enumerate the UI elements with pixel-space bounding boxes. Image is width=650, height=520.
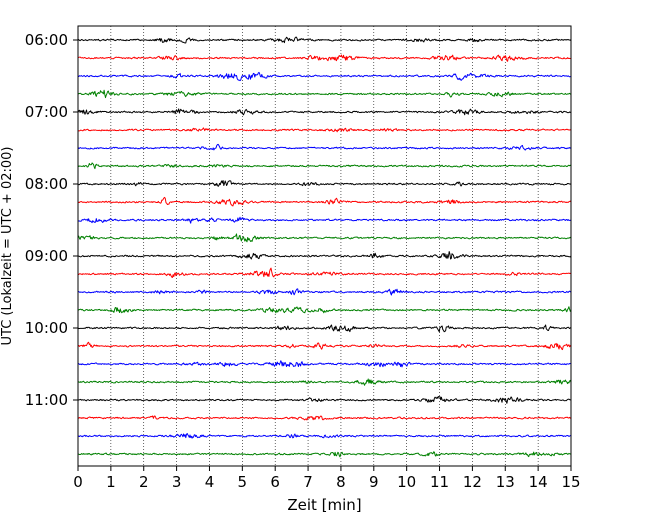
trace-0615 [77,54,572,62]
x-tick-label: 0 [73,473,83,491]
trace-0800 [77,180,572,187]
trace-1145 [77,451,572,458]
x-tick-label: 15 [561,473,580,491]
trace-0745 [77,162,572,170]
trace-1100 [77,395,572,404]
x-tick-label: 14 [529,473,548,491]
trace-0915 [77,267,572,278]
trace-0730 [77,143,572,151]
trace-1130 [77,433,572,439]
y-axis-ticks: 06:00 07:00 08:00 09:00 10:00 11:00 [25,31,78,409]
grid-layer [110,26,539,466]
x-tick-label: 8 [336,473,346,491]
trace-0930 [77,288,572,296]
trace-1015 [77,341,572,351]
x-tick-label: 13 [496,473,515,491]
trace-0945 [77,306,572,314]
y-tick-label: 07:00 [25,103,68,121]
trace-0845 [77,233,572,243]
x-tick-label: 3 [172,473,182,491]
trace-0700 [77,108,572,116]
x-tick-label: 7 [303,473,313,491]
y-tick-label: 09:00 [25,247,68,265]
trace-0600 [77,36,572,44]
trace-1045 [77,378,572,386]
x-tick-label: 12 [463,473,482,491]
x-tick-label: 2 [139,473,149,491]
x-tick-label: 11 [430,473,449,491]
trace-1000 [77,324,572,333]
x-tick-label: 10 [397,473,416,491]
x-tick-label: 4 [205,473,215,491]
y-axis-title: UTC (Lokalzeit = UTC + 02:00) [0,147,15,346]
y-tick-label: 10:00 [25,319,68,337]
x-axis-ticks: 0 1 2 3 4 5 6 7 8 9 10 11 12 13 14 15 [73,466,581,491]
trace-0900 [77,251,572,260]
x-tick-label: 5 [238,473,248,491]
trace-1030 [77,360,572,368]
x-axis-title: Zeit [min] [287,496,361,514]
trace-0645 [77,89,572,99]
y-tick-label: 11:00 [25,391,68,409]
trace-0630 [77,71,572,82]
x-tick-label: 1 [106,473,116,491]
x-tick-label: 6 [270,473,280,491]
trace-0830 [77,216,572,224]
x-tick-label: 9 [369,473,379,491]
plot-frame [77,25,572,467]
trace-0815 [77,196,572,207]
y-tick-label: 08:00 [25,175,68,193]
trace-1115 [77,415,572,421]
trace-layer [77,36,572,458]
y-tick-label: 06:00 [25,31,68,49]
trace-0715 [77,127,572,133]
